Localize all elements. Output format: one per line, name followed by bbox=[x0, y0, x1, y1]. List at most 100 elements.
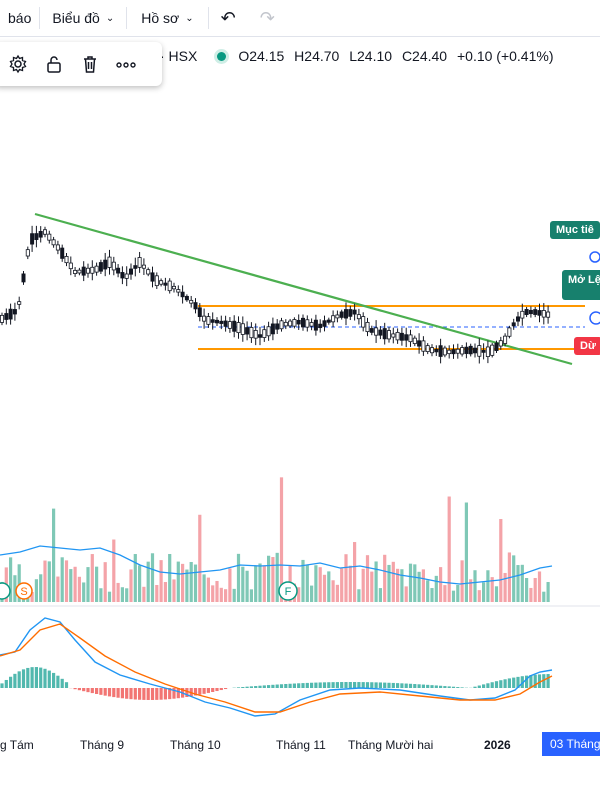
candle-body bbox=[154, 275, 159, 287]
volume-bar bbox=[236, 553, 241, 602]
volume-bar bbox=[529, 587, 533, 602]
volume-bar bbox=[69, 569, 73, 602]
lock-icon[interactable] bbox=[38, 48, 70, 80]
volume-bar bbox=[245, 570, 249, 602]
stop-tag[interactable]: Dừ bbox=[574, 337, 600, 355]
gear-icon[interactable] bbox=[2, 48, 34, 80]
candle-body bbox=[206, 316, 211, 325]
candle-body bbox=[137, 257, 142, 268]
macd-histogram-bar bbox=[434, 685, 438, 688]
candle-body bbox=[249, 327, 254, 339]
volume-bar bbox=[17, 564, 21, 602]
volume-bar bbox=[546, 582, 550, 602]
volume-bar bbox=[112, 539, 116, 602]
target-tag[interactable]: Mục tiê bbox=[550, 221, 600, 239]
volume-bar bbox=[305, 564, 309, 602]
volume-bar bbox=[537, 571, 542, 602]
time-label: Tháng 11 bbox=[276, 738, 326, 752]
volume-bar bbox=[176, 561, 180, 602]
candle-body bbox=[98, 262, 103, 272]
candle-body bbox=[146, 269, 151, 275]
macd-histogram-bar bbox=[125, 688, 129, 699]
chevron-down-icon: ⌄ bbox=[105, 12, 115, 24]
candle-body bbox=[300, 317, 305, 328]
macd-histogram-bar bbox=[499, 680, 503, 688]
market-status-dot bbox=[217, 51, 227, 61]
volume-bar bbox=[39, 574, 43, 602]
candle-body bbox=[399, 332, 404, 341]
redo-icon[interactable]: ↷ bbox=[259, 7, 275, 28]
candle-body bbox=[103, 259, 108, 270]
candle-body bbox=[55, 244, 60, 251]
candle-body bbox=[429, 347, 434, 354]
candle-body bbox=[408, 334, 413, 343]
buy-marker-label: F bbox=[285, 586, 292, 598]
macd-histogram-bar bbox=[271, 684, 275, 688]
volume-bar bbox=[232, 588, 236, 602]
candle-body bbox=[124, 273, 129, 279]
undo-icon[interactable]: ↶ bbox=[220, 7, 236, 28]
macd-histogram-bar bbox=[520, 676, 524, 688]
candle-body bbox=[8, 308, 13, 320]
volume-bar bbox=[120, 587, 124, 602]
exchange-label: · HSX bbox=[160, 48, 198, 64]
macd-histogram-bar bbox=[542, 674, 546, 688]
candle-body bbox=[490, 344, 495, 356]
volume-bar bbox=[189, 561, 193, 602]
top-toolbar: báo Biểu đồ ⌄ Hồ sơ ⌄ ↶ ↷ bbox=[0, 0, 600, 37]
candle-body bbox=[38, 231, 43, 238]
trend-line bbox=[34, 212, 573, 366]
drag-handle bbox=[589, 251, 600, 263]
volume-bar bbox=[396, 568, 400, 602]
more-icon[interactable] bbox=[110, 48, 142, 80]
candle-body bbox=[296, 319, 301, 325]
candle-body bbox=[163, 282, 168, 286]
macd-histogram-bar bbox=[292, 683, 296, 688]
candle-body bbox=[331, 315, 336, 323]
volume-bar bbox=[211, 585, 215, 602]
open-position-tag[interactable]: Mở Lệ bbox=[562, 270, 600, 300]
macd-histogram-bar bbox=[267, 685, 271, 688]
macd-histogram-bar bbox=[284, 683, 288, 688]
candle-body bbox=[232, 320, 237, 332]
macd-histogram-bar bbox=[344, 682, 348, 688]
volume-bar bbox=[193, 564, 198, 602]
macd-histogram-bar bbox=[417, 684, 421, 688]
candle-body bbox=[503, 335, 508, 344]
volume-bar bbox=[335, 584, 339, 602]
candle-body bbox=[438, 345, 443, 357]
trash-icon[interactable] bbox=[74, 48, 106, 80]
candle-body bbox=[197, 307, 202, 318]
macd-histogram-bar bbox=[310, 682, 314, 688]
candle-body bbox=[73, 269, 78, 275]
volume-bar bbox=[275, 552, 279, 602]
candle-body bbox=[498, 340, 503, 347]
candle-body bbox=[262, 329, 267, 338]
alert-menu-cut[interactable]: báo bbox=[0, 0, 39, 36]
macd-histogram-bar bbox=[120, 688, 124, 699]
buy-marker bbox=[278, 581, 298, 601]
candle-body bbox=[481, 349, 486, 353]
sell-marker-label: S bbox=[20, 586, 27, 598]
chart-menu-button[interactable]: Biểu đồ ⌄ bbox=[40, 0, 126, 36]
volume-bar bbox=[318, 567, 322, 602]
macd-histogram-bar bbox=[116, 688, 120, 698]
candle-body bbox=[460, 347, 465, 355]
volume-bar bbox=[439, 567, 443, 602]
volume-bar bbox=[297, 587, 301, 602]
volume-bar bbox=[340, 568, 344, 602]
volume-bar bbox=[198, 514, 202, 602]
close-value: C24.40 bbox=[401, 48, 448, 64]
candle-body bbox=[378, 329, 383, 336]
signal-line bbox=[0, 623, 553, 713]
macd-histogram-bar bbox=[482, 684, 486, 688]
macd-histogram-bar bbox=[387, 682, 391, 688]
macd-histogram-bar bbox=[202, 688, 206, 694]
volume-bar bbox=[228, 568, 232, 602]
buy-marker bbox=[0, 582, 11, 600]
profile-menu-button[interactable]: Hồ sơ ⌄ bbox=[127, 0, 207, 36]
candle-body bbox=[223, 320, 228, 327]
volume-bar bbox=[215, 580, 219, 602]
volume-bar bbox=[361, 568, 365, 602]
